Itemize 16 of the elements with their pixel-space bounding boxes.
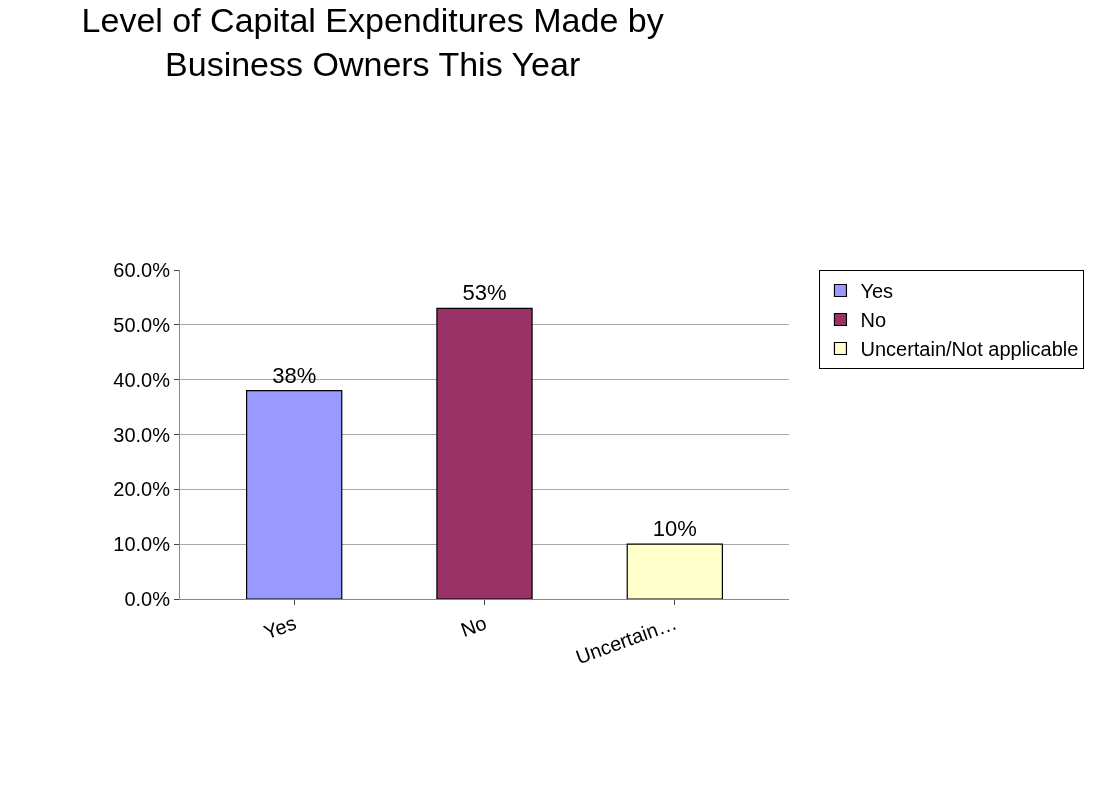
chart-title: Level of Capital Expenditures Made by Business Owners This Year [81, 0, 664, 83]
y-tick-label: 50.0% [113, 313, 171, 336]
data-label: 53% [462, 280, 507, 306]
y-tick-label: 0.0% [124, 588, 171, 610]
legend-label: No [860, 309, 887, 332]
y-tick-label: 40.0% [113, 368, 171, 391]
data-label: 38% [272, 362, 317, 388]
x-tick-label: Yes [260, 611, 299, 644]
y-tick-label: 30.0% [113, 423, 171, 446]
legend-label: Yes [860, 280, 894, 303]
y-tick-label: 10.0% [113, 533, 171, 556]
y-tick-label: 60.0% [113, 259, 171, 281]
x-tick-label: No [457, 611, 490, 641]
y-tick-label: 20.0% [113, 478, 171, 501]
data-label: 10% [652, 516, 697, 542]
legend-label: Uncertain/Not applicable [860, 338, 1079, 361]
